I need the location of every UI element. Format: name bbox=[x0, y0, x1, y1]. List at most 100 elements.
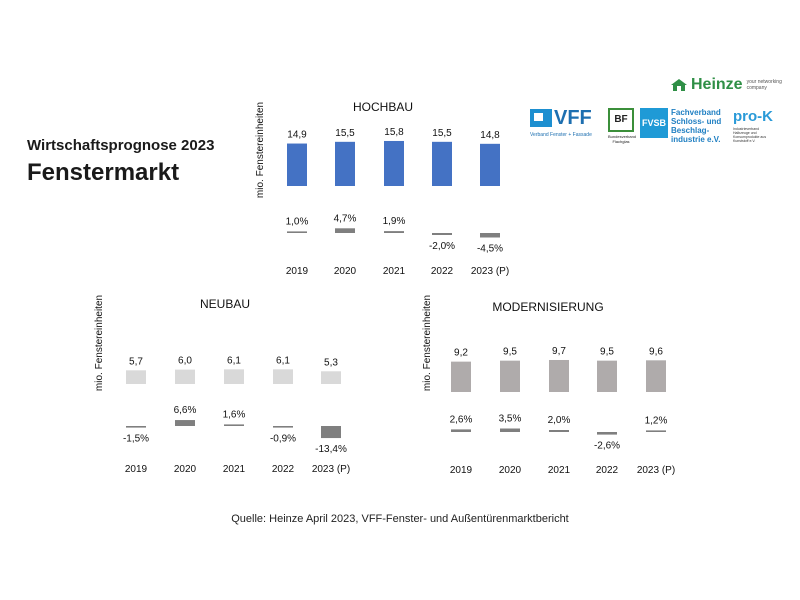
bf-name: BF bbox=[608, 108, 634, 132]
neubau-value-label: 5,3 bbox=[324, 357, 338, 368]
neubau-bar-2019 bbox=[126, 370, 146, 384]
modernisierung-x-tick-label: 2021 bbox=[548, 465, 571, 476]
hochbau-change-label: -4,5% bbox=[477, 244, 503, 255]
fvsb-caption: Fachverband Schloss- und Beschlag-indust… bbox=[671, 108, 722, 144]
heinze-name: Heinze bbox=[691, 76, 743, 93]
hochbau-x-tick-label: 2020 bbox=[334, 266, 357, 277]
hochbau-change-bar-2022 bbox=[432, 233, 452, 235]
modernisierung-value-label: 9,5 bbox=[503, 347, 517, 358]
modernisierung-change-bar-2019 bbox=[451, 429, 471, 432]
modernisierung-value-label: 9,5 bbox=[600, 347, 614, 358]
hochbau-value-label: 15,5 bbox=[335, 128, 355, 139]
hochbau-x-tick-label: 2019 bbox=[286, 266, 309, 277]
hochbau-change-label: -2,0% bbox=[429, 241, 455, 252]
modernisierung-value-label: 9,6 bbox=[649, 346, 663, 357]
neubau-x-tick-label: 2022 bbox=[272, 464, 295, 475]
hochbau-value-label: 14,9 bbox=[287, 130, 307, 141]
partner-logos: Heinze your networking company VFF Verba… bbox=[530, 72, 792, 152]
hochbau-bar-2019 bbox=[287, 143, 307, 186]
neubau-change-label: -1,5% bbox=[123, 434, 149, 445]
prok-caption: Industrieverband Halbzeuge und Konsumpro… bbox=[733, 127, 767, 143]
hochbau-x-tick-label: 2022 bbox=[431, 266, 454, 277]
neubau-bar-2022 bbox=[273, 369, 293, 384]
fvsb-logo: FVSB Fachverband Schloss- und Beschlag-i… bbox=[640, 108, 727, 144]
neubau-value-label: 5,7 bbox=[129, 356, 143, 367]
neubau-change-label: 1,6% bbox=[223, 409, 246, 420]
vff-logo: VFF Verband Fenster + Fassade bbox=[530, 108, 602, 138]
modernisierung-change-bar-2020 bbox=[500, 428, 520, 432]
hochbau-bar-2021 bbox=[384, 140, 404, 186]
headline-subtitle: Wirtschaftsprognose 2023 bbox=[27, 137, 215, 154]
neubau-value-label: 6,1 bbox=[276, 355, 290, 366]
neubau-change-label: -13,4% bbox=[315, 444, 347, 455]
neubau-value-label: 6,1 bbox=[227, 355, 241, 366]
modernisierung-change-label: 2,0% bbox=[548, 415, 571, 426]
modernisierung-change-label: 3,5% bbox=[499, 414, 522, 425]
house-icon bbox=[671, 79, 687, 91]
modernisierung-change-label: -2,6% bbox=[594, 441, 620, 452]
modernisierung-change-bar-2021 bbox=[549, 430, 569, 432]
fvsb-name: FVSB bbox=[640, 108, 668, 138]
hochbau-y-axis-label: mio. Fenstereinheiten bbox=[255, 102, 266, 198]
modernisierung-bar-2021 bbox=[549, 359, 569, 392]
neubau-change-bar-2023 bbox=[321, 426, 341, 439]
neubau-chart-title: NEUBAU bbox=[200, 297, 250, 311]
modernisierung-change-label: 2,6% bbox=[450, 414, 473, 425]
hochbau-bar-2022 bbox=[432, 141, 452, 186]
bf-logo: BF Bundesverband Flachglas bbox=[608, 108, 637, 144]
hochbau-change-bar-2021 bbox=[384, 231, 404, 233]
neubau-value-label: 6,0 bbox=[178, 356, 192, 367]
modernisierung-bar-2019 bbox=[451, 361, 471, 392]
vff-name: VFF bbox=[554, 107, 592, 129]
neubau-bar-2021 bbox=[224, 369, 244, 384]
modernisierung-x-tick-label: 2019 bbox=[450, 465, 473, 476]
hochbau-x-tick-label: 2021 bbox=[383, 266, 406, 277]
neubau-x-tick-label: 2021 bbox=[223, 464, 246, 475]
modernisierung-change-bar-2023 bbox=[646, 430, 666, 432]
hochbau-bar-2023 bbox=[480, 143, 500, 186]
hochbau-change-label: 4,7% bbox=[334, 213, 357, 224]
heinze-tagline: your networking company bbox=[746, 79, 782, 91]
vff-caption: Verband Fenster + Fassade bbox=[530, 132, 592, 138]
prok-logo: pro-K Industrieverband Halbzeuge und Kon… bbox=[733, 108, 773, 143]
modernisierung-x-tick-label: 2022 bbox=[596, 465, 619, 476]
hochbau-change-bar-2020 bbox=[335, 228, 355, 233]
neubau-change-bar-2022 bbox=[273, 426, 293, 428]
modernisierung-bar-2022 bbox=[597, 360, 617, 392]
neubau-change-label: 6,6% bbox=[174, 405, 197, 416]
modernisierung-value-label: 9,2 bbox=[454, 348, 468, 359]
neubau-change-bar-2021 bbox=[224, 424, 244, 426]
modernisierung-y-axis-label: mio. Fenstereinheiten bbox=[422, 295, 433, 391]
vff-window-icon bbox=[530, 109, 552, 127]
hochbau-x-tick-label: 2023 (P) bbox=[471, 266, 509, 277]
neubau-change-bar-2020 bbox=[175, 420, 195, 426]
hochbau-value-label: 15,5 bbox=[432, 128, 452, 139]
hochbau-change-bar-2019 bbox=[287, 231, 307, 233]
neubau-change-label: -0,9% bbox=[270, 434, 296, 445]
neubau-bar-2020 bbox=[175, 369, 195, 384]
modernisierung-bar-2020 bbox=[500, 360, 520, 392]
neubau-bar-2023 bbox=[321, 371, 341, 384]
source-note: Quelle: Heinze April 2023, VFF-Fenster- … bbox=[231, 513, 569, 525]
neubau-x-tick-label: 2020 bbox=[174, 464, 197, 475]
modernisierung-change-bar-2022 bbox=[597, 432, 617, 435]
hochbau-change-bar-2023 bbox=[480, 233, 500, 238]
hochbau-change-label: 1,9% bbox=[383, 216, 406, 227]
modernisierung-chart-title: MODERNISIERUNG bbox=[492, 300, 603, 314]
modernisierung-x-tick-label: 2023 (P) bbox=[637, 465, 675, 476]
hochbau-value-label: 14,8 bbox=[480, 130, 500, 141]
modernisierung-bar-2023 bbox=[646, 360, 666, 392]
neubau-y-axis-label: mio. Fenstereinheiten bbox=[94, 295, 105, 391]
modernisierung-change-label: 1,2% bbox=[645, 415, 668, 426]
bf-caption: Bundesverband Flachglas bbox=[608, 134, 637, 144]
prok-name: pro-K bbox=[733, 108, 773, 125]
hochbau-chart-title: HOCHBAU bbox=[353, 100, 413, 114]
modernisierung-value-label: 9,7 bbox=[552, 346, 566, 357]
neubau-x-tick-label: 2023 (P) bbox=[312, 464, 350, 475]
headline: Wirtschaftsprognose 2023 Fenstermarkt bbox=[27, 136, 214, 188]
neubau-x-tick-label: 2019 bbox=[125, 464, 148, 475]
hochbau-change-label: 1,0% bbox=[286, 216, 309, 227]
